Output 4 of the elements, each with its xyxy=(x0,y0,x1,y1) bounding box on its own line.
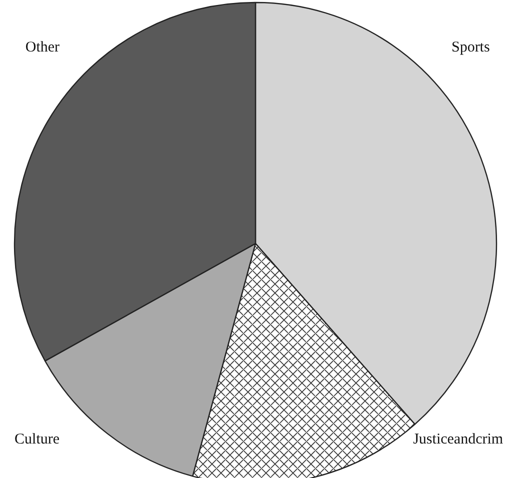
slice-label: Other xyxy=(25,40,60,56)
slice-label: Sports xyxy=(451,40,490,56)
slice-label: Justiceandcrim xyxy=(413,431,504,448)
slice-label: Culture xyxy=(14,431,60,448)
